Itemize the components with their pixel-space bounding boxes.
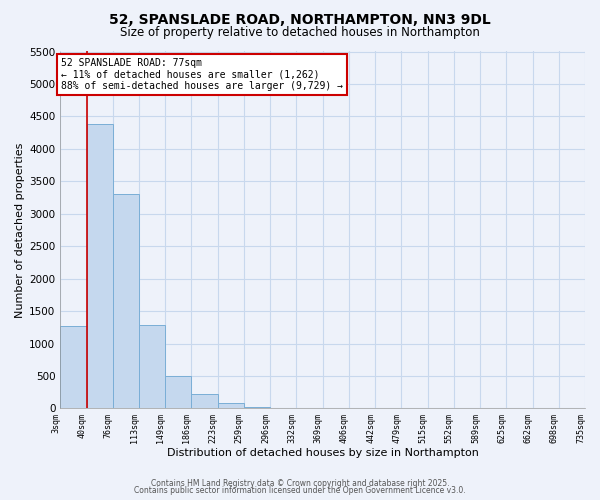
X-axis label: Distribution of detached houses by size in Northampton: Distribution of detached houses by size … xyxy=(167,448,479,458)
Bar xyxy=(218,404,244,408)
Bar xyxy=(113,194,139,408)
Bar xyxy=(191,394,218,408)
Bar xyxy=(165,376,191,408)
Text: Contains HM Land Registry data © Crown copyright and database right 2025.: Contains HM Land Registry data © Crown c… xyxy=(151,478,449,488)
Bar xyxy=(244,407,270,408)
Y-axis label: Number of detached properties: Number of detached properties xyxy=(15,142,25,318)
Text: Size of property relative to detached houses in Northampton: Size of property relative to detached ho… xyxy=(120,26,480,39)
Text: 52, SPANSLADE ROAD, NORTHAMPTON, NN3 9DL: 52, SPANSLADE ROAD, NORTHAMPTON, NN3 9DL xyxy=(109,12,491,26)
Bar xyxy=(86,124,113,408)
Bar xyxy=(139,326,165,408)
Text: Contains public sector information licensed under the Open Government Licence v3: Contains public sector information licen… xyxy=(134,486,466,495)
Text: 52 SPANSLADE ROAD: 77sqm
← 11% of detached houses are smaller (1,262)
88% of sem: 52 SPANSLADE ROAD: 77sqm ← 11% of detach… xyxy=(61,58,343,91)
Bar xyxy=(60,326,86,408)
